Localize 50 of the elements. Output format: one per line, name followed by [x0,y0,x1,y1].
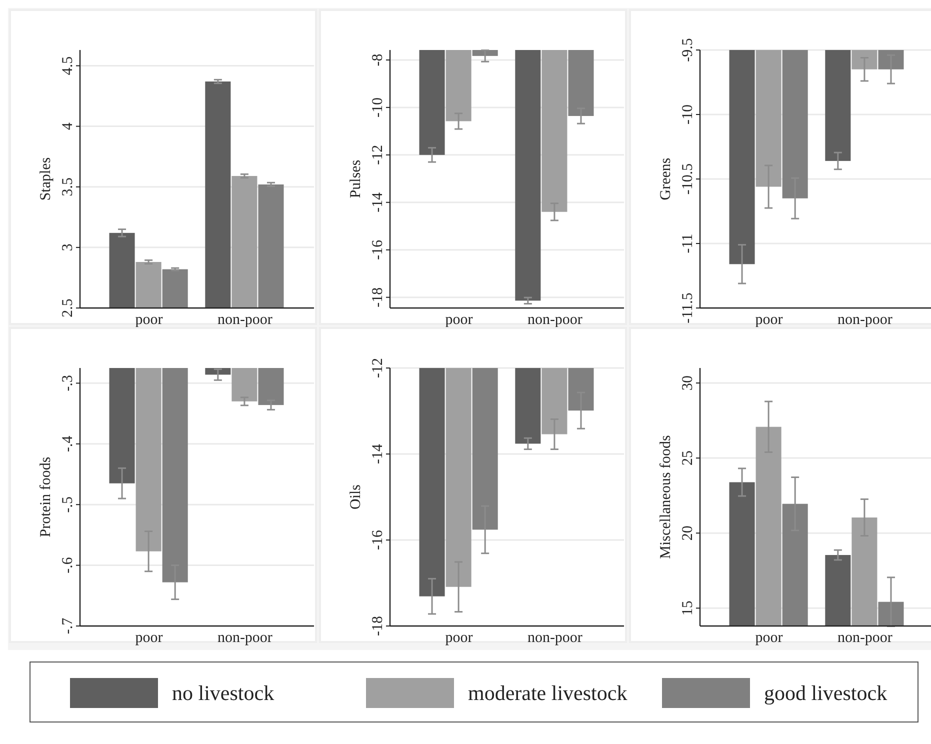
x-tick-label: poor [755,312,783,328]
y-tick-label: 15 [680,600,696,616]
y-tick-label: 20 [680,526,696,541]
x-tick-label: poor [135,630,163,646]
y-tick-label: -16 [370,530,386,550]
x-tick-label: non-poor [217,312,272,328]
legend-label: moderate livestock [468,681,628,705]
y-axis-title: Greens [658,158,674,200]
legend-label: no livestock [172,681,275,705]
x-tick-label: non-poor [837,630,892,646]
y-axis-title: Oils [348,484,364,510]
y-tick-label: -.3 [60,375,76,392]
y-axis-title: Pulses [348,160,364,198]
y-tick-label: -10 [370,97,386,118]
y-tick-label: -8 [370,54,386,66]
y-axis-title: Protein foods [38,456,54,538]
y-tick-label: -18 [370,287,386,308]
y-tick-label: -11.5 [680,292,696,324]
x-tick-label: poor [135,312,163,328]
y-tick-label: 4.5 [60,56,76,76]
x-tick-label: non-poor [527,312,582,328]
x-tick-label: non-poor [527,630,582,646]
y-tick-label: -9.5 [680,38,696,62]
y-tick-label: 2.5 [60,298,76,318]
y-tick-label: -.7 [60,617,76,634]
y-tick-label: -.6 [60,556,76,574]
y-tick-label: 25 [680,450,696,466]
x-tick-label: poor [445,630,473,646]
x-tick-label: poor [755,630,783,646]
legend-label: good livestock [764,681,888,705]
y-tick-label: -12 [370,144,386,165]
y-tick-label: -14 [370,192,386,212]
y-tick-label: -18 [370,616,386,636]
y-tick-label: -14 [370,444,386,464]
y-tick-label: 3.5 [60,178,76,196]
y-tick-label: -10 [680,104,696,124]
y-axis-title: Staples [38,157,54,201]
y-tick-label: -12 [370,358,386,378]
y-tick-label: 4 [60,122,76,130]
y-tick-label: 3 [60,244,76,252]
y-tick-label: -10.5 [680,163,696,195]
y-tick-label: 30 [680,376,696,391]
y-tick-label: -16 [370,239,386,260]
x-tick-label: non-poor [837,312,892,328]
y-tick-label: -.4 [60,435,76,452]
x-tick-label: non-poor [217,630,272,646]
y-tick-label: -.5 [60,496,76,513]
x-tick-label: poor [445,312,473,328]
y-tick-label: -11 [680,234,696,254]
y-axis-title: Miscellaneous foods [658,434,674,559]
